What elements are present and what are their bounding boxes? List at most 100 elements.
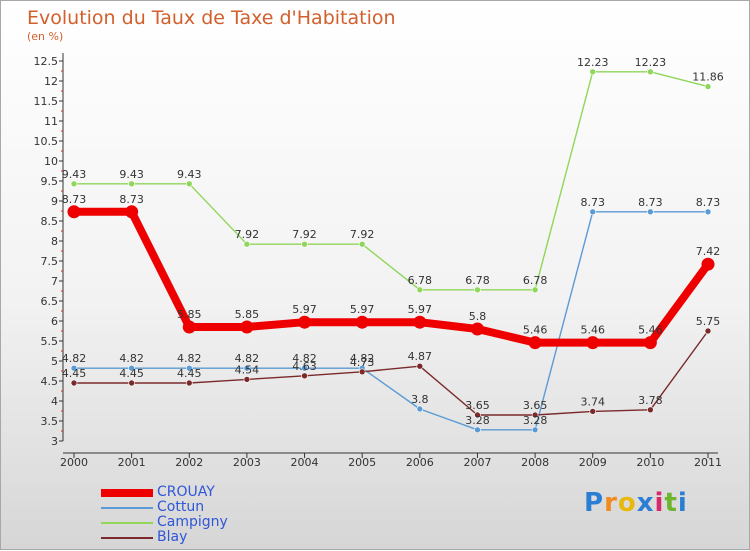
data-point-blay xyxy=(589,408,597,415)
logo-letter: P xyxy=(584,488,605,518)
legend-label: CROUAY xyxy=(157,484,215,500)
y-tick-label: 4.5 xyxy=(41,375,59,388)
data-label-campigny: 12.23 xyxy=(577,56,609,69)
data-point-blay xyxy=(70,379,78,387)
data-point-campigny xyxy=(301,240,308,248)
data-label-crouay: 5.46 xyxy=(580,324,605,337)
data-label-crouay: 8.73 xyxy=(119,193,144,206)
logo-letter: x xyxy=(636,488,655,518)
x-tick-label: 2003 xyxy=(233,456,261,469)
data-label-blay: 4.45 xyxy=(177,367,202,380)
data-label-crouay: 5.97 xyxy=(350,303,375,316)
data-label-blay: 3.65 xyxy=(465,399,490,412)
data-label-cottun: 8.73 xyxy=(696,196,721,209)
data-point-blay xyxy=(243,376,251,383)
y-tick-label: 11.5 xyxy=(34,95,59,108)
y-tick-label: 7.5 xyxy=(41,255,59,268)
data-label-crouay: 5.97 xyxy=(292,303,317,316)
data-point-blay xyxy=(647,406,654,414)
data-point-cottun xyxy=(70,364,78,372)
data-point-crouay xyxy=(413,315,427,329)
x-tick-label: 2002 xyxy=(175,456,203,469)
series-line-cottun xyxy=(73,211,709,431)
data-point-cottun xyxy=(301,364,308,372)
data-label-cottun: 8.73 xyxy=(580,196,605,209)
series-layer xyxy=(67,68,715,434)
data-point-blay xyxy=(416,362,424,370)
data-point-campigny xyxy=(185,180,193,188)
data-point-crouay xyxy=(470,322,484,336)
data-point-blay xyxy=(704,327,712,335)
data-point-campigny xyxy=(704,83,712,90)
data-point-campigny xyxy=(474,286,481,294)
logo-letter: i xyxy=(654,488,665,518)
data-label-blay: 4.54 xyxy=(235,363,260,376)
data-point-blay xyxy=(531,411,539,419)
x-tick-label: 2000 xyxy=(60,456,88,469)
data-point-blay xyxy=(128,379,135,387)
x-tick-label: 2005 xyxy=(348,456,376,469)
data-label-cottun: 4.82 xyxy=(292,352,317,365)
data-label-crouay: 5.85 xyxy=(235,308,260,321)
data-point-crouay xyxy=(643,336,657,350)
data-label-blay: 5.75 xyxy=(696,315,721,328)
data-point-campigny xyxy=(70,180,78,188)
data-label-blay: 4.45 xyxy=(119,367,144,380)
data-point-cottun xyxy=(243,364,251,372)
proxiti-logo: Proxiti xyxy=(584,488,688,518)
x-tick-label: 2004 xyxy=(291,456,319,469)
data-label-blay: 4.63 xyxy=(292,360,317,373)
data-label-blay: 3.65 xyxy=(523,399,548,412)
chart-axes: 3 3.5 4 4.5 5 5.5 6 6.5 7 7.5 8 8.5 9 9.5 10 10.5 11 11.5… xyxy=(34,53,722,469)
y-tick-label: 5.5 xyxy=(41,335,59,348)
data-label-campigny: 6.78 xyxy=(523,274,548,287)
logo-letter: t xyxy=(664,488,678,518)
legend-swatch xyxy=(101,522,153,524)
logo-letter: i xyxy=(677,488,688,518)
data-point-campigny xyxy=(243,240,251,248)
legend-label: Campigny xyxy=(157,514,228,530)
series-line-campigny xyxy=(73,71,709,291)
data-label-campigny: 7.92 xyxy=(350,228,375,241)
data-label-campigny: 9.43 xyxy=(62,168,87,181)
y-tick-label: 6 xyxy=(51,315,58,328)
data-label-blay: 3.78 xyxy=(638,394,663,407)
legend-swatch xyxy=(101,489,153,497)
x-tick-label: 2001 xyxy=(118,456,146,469)
data-point-crouay xyxy=(528,336,542,350)
data-label-campigny: 12.23 xyxy=(635,56,667,69)
data-point-blay xyxy=(358,368,366,376)
data-label-crouay: 5.46 xyxy=(638,324,663,337)
y-tick-label: 6.5 xyxy=(41,295,59,308)
logo-letter: o xyxy=(617,488,637,518)
data-label-crouay: 5.85 xyxy=(177,308,202,321)
data-point-crouay xyxy=(355,315,369,329)
y-tick-label: 10 xyxy=(44,155,58,168)
data-label-crouay: 5.46 xyxy=(523,324,548,337)
chart-unit-label: (en %) xyxy=(27,30,64,43)
data-label-cottun: 3.28 xyxy=(465,414,490,427)
data-point-campigny xyxy=(358,240,366,248)
data-point-campigny xyxy=(647,68,654,76)
y-tick-label: 8.5 xyxy=(41,215,59,228)
y-tick-label: 11 xyxy=(44,115,58,128)
series-line-blay xyxy=(73,330,709,416)
data-point-cottun xyxy=(474,426,481,434)
x-tick-label: 2008 xyxy=(521,456,549,469)
data-label-blay: 4.45 xyxy=(62,367,87,380)
x-tick-label: 2006 xyxy=(406,456,434,469)
data-label-cottun: 4.82 xyxy=(235,352,260,365)
data-point-blay xyxy=(301,372,308,380)
data-label-blay: 4.87 xyxy=(408,350,433,363)
data-label-campigny: 9.43 xyxy=(177,168,202,181)
data-label-campigny: 7.92 xyxy=(292,228,317,241)
legend-swatch xyxy=(101,537,153,539)
x-tick-label: 2011 xyxy=(694,456,722,469)
y-tick-label: 9 xyxy=(51,195,58,208)
y-tick-label: 10.5 xyxy=(34,135,59,148)
data-label-campigny: 11.86 xyxy=(692,71,724,84)
data-label-blay: 4.73 xyxy=(350,356,375,369)
legend-label: Cottun xyxy=(157,499,205,515)
